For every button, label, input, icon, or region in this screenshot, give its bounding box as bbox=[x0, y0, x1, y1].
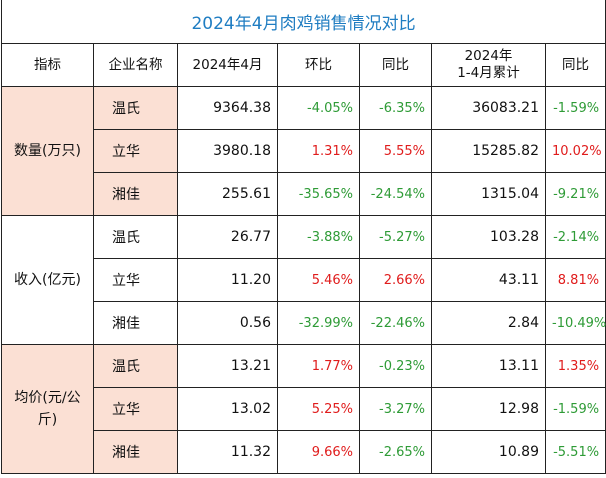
change-cell: -2.65% bbox=[359, 430, 432, 474]
change-cell: 1.77% bbox=[277, 344, 360, 388]
header-cell: 企业名称 bbox=[93, 43, 178, 87]
company-name: 温氏 bbox=[93, 344, 178, 388]
group-label: 数量(万只) bbox=[1, 86, 94, 216]
data-row: 湘佳 11.32 9.66% -2.65% 10.89 -5.51% bbox=[2, 430, 606, 474]
company-name: 温氏 bbox=[93, 86, 178, 130]
change-cell: -24.54% bbox=[359, 172, 432, 216]
value-cell: 2.84 bbox=[431, 301, 546, 345]
header-cell: 同比 bbox=[359, 43, 432, 87]
value-cell: 13.21 bbox=[177, 344, 278, 388]
change-cell: 8.81% bbox=[544, 258, 606, 302]
change-cell: 5.25% bbox=[277, 387, 360, 431]
change-cell: -6.35% bbox=[359, 86, 432, 130]
group-label: 均价(元/公斤) bbox=[1, 344, 94, 474]
change-cell: -4.05% bbox=[277, 86, 360, 130]
change-cell: 10.02% bbox=[544, 129, 606, 173]
value-cell: 26.77 bbox=[177, 215, 278, 259]
change-cell: -9.21% bbox=[544, 172, 606, 216]
change-cell: -22.46% bbox=[359, 301, 432, 345]
data-row: 均价(元/公斤) 温氏 13.21 1.77% -0.23% 13.11 1.35% bbox=[1, 344, 606, 474]
value-cell: 36083.21 bbox=[431, 86, 546, 130]
data-row: 收入(亿元) 温氏 26.77 -3.88% -5.27% 103.28 -2.14% bbox=[1, 215, 606, 345]
change-cell: -1.59% bbox=[544, 86, 606, 130]
change-cell: -0.23% bbox=[359, 344, 432, 388]
value-cell: 10.89 bbox=[431, 430, 546, 474]
value-cell: 1315.04 bbox=[431, 172, 546, 216]
header-cell: 同比 bbox=[544, 43, 606, 87]
header-line: 2024年 bbox=[464, 48, 513, 64]
header-cell: 指标 bbox=[1, 43, 94, 87]
value-cell: 15285.82 bbox=[431, 129, 546, 173]
change-cell: -5.51% bbox=[544, 430, 606, 474]
data-row: 立华 11.20 5.46% 2.66% 43.11 8.81% bbox=[2, 258, 606, 302]
value-cell: 103.28 bbox=[431, 215, 546, 259]
change-cell: 1.31% bbox=[277, 129, 360, 173]
group-label: 收入(亿元) bbox=[1, 215, 94, 345]
change-cell: 5.55% bbox=[359, 129, 432, 173]
table-title: 2024年4月肉鸡销售情况对比 bbox=[0, 0, 606, 44]
change-cell: 5.46% bbox=[277, 258, 360, 302]
value-cell: 255.61 bbox=[177, 172, 278, 216]
company-name: 湘佳 bbox=[93, 301, 178, 345]
company-name: 湘佳 bbox=[93, 430, 178, 474]
data-row: 湘佳 255.61 -35.65% -24.54% 1315.04 -9.21% bbox=[2, 172, 606, 216]
data-row: 数量(万只) 温氏 9364.38 -4.05% -6.35% 36083.21 -1.59… bbox=[1, 86, 606, 216]
data-row: 立华 3980.18 1.31% 5.55% 15285.82 10.02% bbox=[2, 129, 606, 173]
change-cell: 2.66% bbox=[359, 258, 432, 302]
change-cell: -32.99% bbox=[277, 301, 360, 345]
change-cell: -1.59% bbox=[544, 387, 606, 431]
value-cell: 13.11 bbox=[431, 344, 546, 388]
header-cell: 环比 bbox=[277, 43, 360, 87]
header-line: 1-4月累计 bbox=[457, 65, 520, 81]
company-name: 温氏 bbox=[93, 215, 178, 259]
change-cell: 9.66% bbox=[277, 430, 360, 474]
value-cell: 43.11 bbox=[431, 258, 546, 302]
change-cell: 1.35% bbox=[544, 344, 606, 388]
change-cell: -2.14% bbox=[544, 215, 606, 259]
company-name: 立华 bbox=[93, 387, 178, 431]
header-cell: 2024年4月 bbox=[177, 43, 278, 87]
change-cell: -35.65% bbox=[277, 172, 360, 216]
title-row: 2024年4月肉鸡销售情况对比 bbox=[0, 0, 606, 44]
company-name: 湘佳 bbox=[93, 172, 178, 216]
change-cell: -5.27% bbox=[359, 215, 432, 259]
change-cell: -3.88% bbox=[277, 215, 360, 259]
value-cell: 11.20 bbox=[177, 258, 278, 302]
change-cell: -10.49% bbox=[544, 301, 606, 345]
value-cell: 0.56 bbox=[177, 301, 278, 345]
value-cell: 9364.38 bbox=[177, 86, 278, 130]
header-cell: 2024年 1-4月累计 bbox=[431, 43, 546, 87]
company-name: 立华 bbox=[93, 129, 178, 173]
value-cell: 12.98 bbox=[431, 387, 546, 431]
header-row: 指标 企业名称 2024年4月 环比 同比 2024年 1-4月累计 同比 bbox=[1, 43, 606, 87]
value-cell: 3980.18 bbox=[177, 129, 278, 173]
company-name: 立华 bbox=[93, 258, 178, 302]
value-cell: 13.02 bbox=[177, 387, 278, 431]
data-row: 湘佳 0.56 -32.99% -22.46% 2.84 -10.49% bbox=[2, 301, 606, 345]
change-cell: -3.27% bbox=[359, 387, 432, 431]
value-cell: 11.32 bbox=[177, 430, 278, 474]
